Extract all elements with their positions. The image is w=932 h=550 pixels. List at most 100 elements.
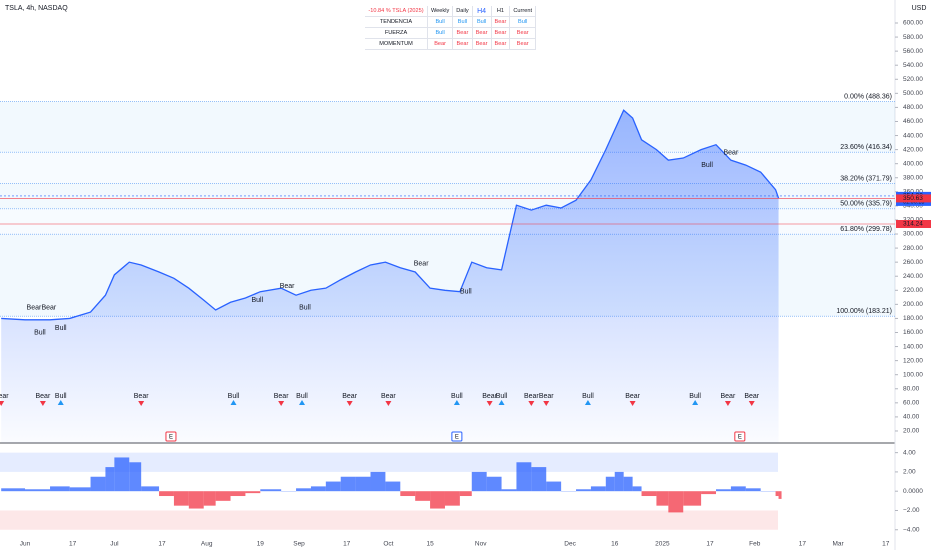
osc-y-tick-label: 4.00 [903,449,916,456]
osc-bar [296,488,311,492]
y-tick-label: 560.00 [903,48,923,55]
signal-annotation: Bear [723,149,738,156]
table-row: TENDENCIA Bull Bull Bull Bear Bull [365,16,536,28]
signal-marker [278,401,285,406]
fib-label: 23.60% (416.34) [840,144,892,151]
table-cell: Bull [452,16,473,28]
y-tick-label: 600.00 [903,20,923,27]
osc-y-tick-label: 0.0000 [903,488,923,495]
osc-bar [614,471,624,492]
osc-bar [230,491,246,497]
osc-bar [129,462,142,492]
osc-bar [188,491,204,509]
x-tick-label: 16 [611,541,619,548]
earnings-label: E [169,435,173,441]
table-cell: Bull [427,16,454,28]
y-tick-label: 140.00 [903,343,923,350]
osc-bar [400,491,416,497]
y-tick-label: 300.00 [903,231,923,238]
axis-bg [895,0,932,550]
table-cell: -10.84 % TSLA (2025) [365,6,428,17]
y-tick-label: 580.00 [903,34,923,41]
x-tick-label: Dec [564,541,576,548]
table-cell: Current [509,6,536,17]
signal-label: Bull [582,393,594,400]
osc-bar [203,491,216,506]
price-line [1,109,780,321]
table-row: -10.84 % TSLA (2025) Weekly Daily H4 H1 Curre… [365,6,536,17]
osc-bar [310,486,326,492]
osc-bar [25,489,51,492]
osc-bar [775,491,779,497]
x-tick-label: Oct [383,541,393,548]
osc-bar [501,489,517,492]
signal-annotation: Bear [27,305,42,312]
table-cell: TENDENCIA [365,16,428,28]
signal-annotation: Bear [280,283,295,290]
osc-bar [641,491,657,497]
signal-label: Bull [496,393,508,400]
signal-label: Bear [274,393,289,400]
y-tick-label: 380.00 [903,174,923,181]
earnings-marker [734,431,746,442]
fib-label: 61.80% (299.78) [840,226,892,233]
osc-bar [370,471,386,492]
signal-annotation: Bull [460,289,472,296]
osc-bar [531,467,547,492]
x-tick-label: Jun [20,541,31,548]
price-area [1,110,779,444]
signal-marker [39,401,46,406]
signal-annotation: Bull [55,325,67,332]
signal-marker [498,400,505,405]
y-tick-label: 440.00 [903,132,923,139]
table-row: FUERZA Bull Bear Bear Bear Bear [365,27,536,39]
signal-annotation: Bull [34,329,46,336]
osc-bar [159,491,174,497]
price-tag-label: 314.24 [903,221,923,228]
earnings-label: E [455,435,459,441]
table-cell: Daily [452,6,473,17]
fib-label: 50.00% (335.79) [840,201,892,208]
signal-marker [528,401,535,406]
x-tick-label: Feb [749,541,761,548]
currency: USD [912,5,927,12]
signal-label: Bull [451,393,463,400]
x-tick-label: 17 [343,541,351,548]
x-tick-label: 17 [69,541,77,548]
signal-label: Bull [55,393,67,400]
table-cell: Bear [472,38,492,50]
x-tick-label: Mar [833,541,845,548]
signal-marker [138,401,145,406]
osc-bar [605,476,615,492]
osc-band-up [0,452,778,472]
osc-bar [668,491,684,513]
osc-bar [471,471,487,492]
table-row: MOMENTUM Bear Bear Bear Bear Bear [365,38,536,50]
table-cell: Bear [491,27,511,39]
osc-bar [1,488,26,492]
table-cell: MOMENTUM [365,38,428,50]
earnings-label: E [738,435,742,441]
signal-marker [543,401,550,406]
osc-band-down [0,510,778,530]
y-tick-label: 260.00 [903,259,923,266]
y-tick-label: 20.00 [903,428,920,435]
y-tick-label: 540.00 [903,62,923,69]
osc-bar [632,486,642,492]
signal-label: Bear [134,393,149,400]
osc-bar [245,491,261,494]
y-tick-label: 460.00 [903,118,923,125]
osc-bar [215,491,231,501]
osc-bar [623,476,633,492]
signal-marker [486,401,493,406]
x-tick-label: Jul [110,541,119,548]
signal-marker [346,401,353,406]
osc-bar [778,491,782,499]
table-cell: Bear [472,27,492,39]
signal-marker [299,400,306,405]
signal-label: Bear [721,393,736,400]
osc-y-tick-label: −2.00 [903,507,920,514]
signal-annotation: Bear [41,305,56,312]
chart-title: TSLA, 4h, NASDAQ [5,5,68,12]
osc-bar [546,481,562,492]
